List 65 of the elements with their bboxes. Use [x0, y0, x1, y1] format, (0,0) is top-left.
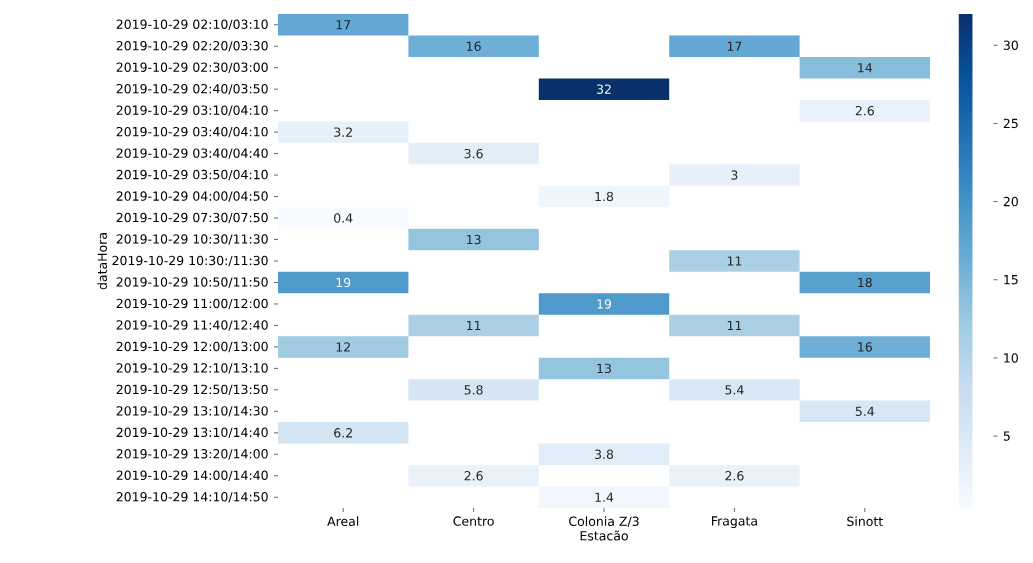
data-label: 14 [858, 63, 873, 73]
y-tick-label: 2019-10-29 03:50/04:10 [116, 169, 268, 181]
data-label: 5.8 [464, 385, 483, 395]
y-tick-label: 2019-10-29 12:50/13:50 [116, 384, 268, 396]
data-label: 6.2 [334, 428, 352, 438]
x-tick-label: Centro [453, 516, 494, 526]
data-label: 5.4 [725, 385, 744, 395]
x-tick-label: Fragata [712, 516, 757, 529]
color-bar-label: 25 [1003, 118, 1018, 129]
data-label: 0.4 [334, 213, 353, 223]
x-tick-label: Areal [327, 516, 359, 527]
data-label: 16 [858, 342, 872, 352]
color-bar-label: 15 [1004, 275, 1018, 285]
y-tick-label: 2019-10-29 13:10/14:40 [116, 427, 268, 439]
data-label: 3.2 [334, 127, 352, 137]
data-label: 16 [467, 41, 481, 51]
data-label: 17 [336, 20, 351, 30]
data-label: 12 [336, 342, 350, 352]
color-bar-label: 10 [1004, 353, 1018, 363]
y-tick-label: 2019-10-29 11:00/12:00 [116, 298, 268, 310]
data-label: 3 [731, 170, 738, 180]
color-bar-label: 30 [1003, 40, 1018, 50]
y-tick-label: 2019-10-29 02:20/03:30 [116, 41, 268, 52]
y-tick-label: 2019-10-29 11:40/12:40 [116, 320, 268, 331]
data-label: 2.6 [855, 105, 874, 116]
data-label: 18 [858, 277, 872, 288]
y-tick-label: 2019-10-29 03:40/04:40 [116, 148, 268, 159]
y-tick-label: 2019-10-29 14:00/14:40 [116, 470, 268, 481]
data-label: 1.4 [595, 492, 614, 502]
data-label: 17 [727, 41, 742, 51]
x-axis-title: Estacão [580, 530, 628, 541]
y-tick-label: 2019-10-29 10:30/11:30 [116, 234, 268, 245]
data-label: 11 [727, 320, 742, 330]
y-tick-label: 2019-10-29 02:40/03:50 [116, 83, 268, 95]
y-tick-label: 2019-10-29 13:10/14:30 [116, 406, 268, 417]
y-tick-label: 2019-10-29 10:30:/11:30 [112, 255, 268, 267]
y-tick-label: 2019-10-29 03:40/04:10 [116, 126, 268, 138]
data-label: 11 [727, 256, 742, 266]
y-axis-title: dataHora [97, 233, 108, 290]
data-label: 2.6 [725, 471, 744, 481]
color-bar-label: 5 [1003, 431, 1010, 441]
data-label: 3.8 [595, 449, 614, 460]
color-bar-label: 20 [1003, 196, 1018, 207]
y-tick-label: 2019-10-29 02:10/03:10 [116, 19, 268, 30]
y-tick-label: 2019-10-29 12:00/13:00 [116, 341, 268, 353]
x-tick-label: Sinott [847, 516, 883, 527]
data-label: 2.6 [464, 471, 483, 481]
data-label: 19 [597, 299, 612, 309]
y-tick-label: 2019-10-29 13:20/14:00 [116, 449, 268, 460]
y-tick-label: 2019-10-29 03:10/04:10 [116, 105, 268, 116]
x-tick-label: Colonia Z/3 [569, 516, 639, 528]
y-tick-label: 2019-10-29 04:00/04:50 [116, 191, 268, 202]
data-label: 32 [597, 84, 611, 94]
data-label: 19 [336, 277, 351, 288]
y-tick-label: 2019-10-29 14:10/14:50 [116, 492, 268, 503]
y-tick-label: 2019-10-29 02:30/03:00 [116, 62, 268, 73]
data-label: 11 [467, 320, 481, 330]
y-tick-label: 2019-10-29 10:50/11:50 [116, 277, 268, 288]
data-label: 13 [597, 363, 611, 374]
data-label: 1.8 [595, 191, 614, 202]
y-tick-label: 2019-10-29 07:30/07:50 [116, 212, 268, 224]
data-label: 13 [467, 234, 481, 245]
data-label: 3.6 [464, 148, 483, 159]
y-tick-label: 2019-10-29 12:10/13:10 [116, 363, 268, 374]
data-label: 5.4 [855, 406, 875, 416]
